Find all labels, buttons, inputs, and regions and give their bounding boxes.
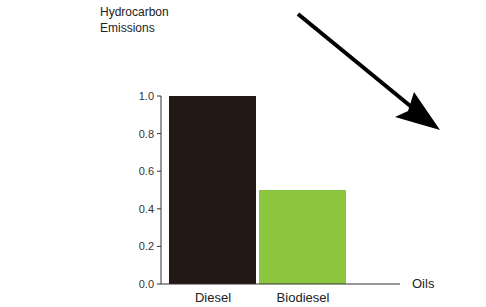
bar: [169, 96, 256, 284]
y-tick-label: 0.6: [139, 165, 154, 177]
y-tick: [157, 96, 161, 97]
y-axis: [161, 96, 162, 284]
arrow-shaft: [298, 14, 425, 118]
y-tick: [157, 171, 161, 172]
bars: [169, 96, 346, 284]
x-tick-label: Biodiesel: [277, 290, 330, 305]
y-tick-label: 0.2: [139, 240, 154, 252]
y-tick-label: 0.4: [139, 203, 154, 215]
y-tick-label: 0.8: [139, 128, 154, 140]
y-tick: [157, 133, 161, 134]
bar: [259, 190, 346, 284]
chart: 0.0 0.2 0.4 0.6 0.8 1.0 Diesel Biodiesel Hydroca…: [0, 0, 486, 307]
y-tick-label: 0.0: [139, 278, 154, 290]
x-axis: [161, 284, 400, 285]
y-axis-label-line: Emissions: [100, 21, 155, 35]
y-axis-label-line: Hydrocarbon: [100, 5, 169, 19]
y-tick: [157, 284, 161, 285]
y-tick: [157, 208, 161, 209]
x-tick-label: Diesel: [195, 290, 231, 305]
y-axis-label: Hydrocarbon Emissions: [100, 5, 169, 35]
arrow-head: [395, 92, 440, 130]
x-axis-label: Oils: [412, 276, 435, 291]
y-tick: [157, 246, 161, 247]
y-tick-label: 1.0: [139, 90, 154, 102]
